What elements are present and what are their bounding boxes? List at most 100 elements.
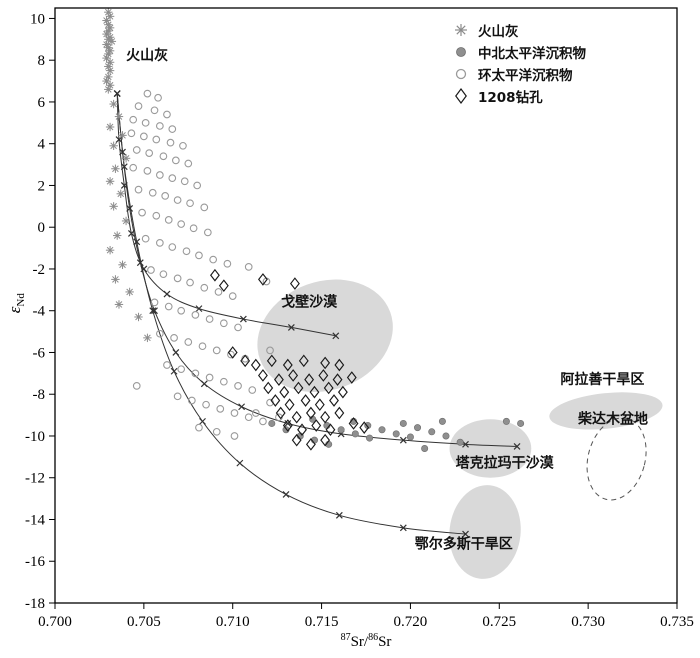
data-point	[173, 196, 182, 204]
x-tick-label: 0.710	[216, 614, 250, 630]
data-point	[428, 428, 436, 436]
data-point	[228, 292, 237, 300]
data-point	[164, 302, 173, 311]
region-label-gobi-desert: 戈壁沙漠	[281, 294, 338, 311]
data-point	[502, 417, 510, 425]
data-point	[168, 125, 177, 133]
x-tick-label: 0.700	[38, 614, 72, 630]
data-point	[200, 203, 209, 212]
data-point	[145, 149, 154, 157]
data-point	[111, 275, 120, 284]
region-qaidam-basin	[586, 417, 647, 501]
data-point	[134, 185, 143, 194]
data-point	[311, 419, 322, 432]
y-tick-label: 4	[38, 137, 46, 153]
y-tick-label: -10	[25, 429, 45, 445]
y-tick-label: -4	[33, 304, 46, 320]
data-point	[223, 259, 232, 268]
data-point	[337, 426, 345, 434]
data-point	[346, 371, 357, 384]
data-point	[152, 135, 161, 144]
series-volcanic-ash	[102, 7, 152, 343]
data-point	[161, 192, 170, 200]
data-point	[109, 99, 118, 109]
data-point	[118, 260, 127, 269]
data-point	[205, 373, 214, 382]
data-point	[270, 394, 281, 407]
data-point	[140, 132, 148, 141]
data-point	[152, 211, 161, 220]
data-point	[218, 279, 229, 293]
data-point	[329, 394, 339, 407]
plot-frame	[54, 7, 678, 604]
data-point	[309, 385, 320, 399]
data-point	[147, 266, 155, 274]
y-tick-label: -8	[33, 387, 46, 403]
data-point	[234, 382, 242, 390]
data-point	[282, 419, 293, 432]
data-point	[129, 115, 138, 124]
data-point	[366, 434, 374, 442]
data-point	[351, 430, 359, 438]
region-label-taklamakan-desert: 塔克拉玛干沙漠	[456, 454, 555, 471]
data-point	[180, 177, 189, 186]
data-point	[212, 427, 221, 436]
data-point	[114, 300, 124, 309]
data-point	[189, 224, 198, 233]
region-label-qaidam-basin: 柴达木盆地	[577, 410, 648, 427]
data-point	[186, 199, 194, 208]
data-point	[156, 329, 164, 338]
data-point	[118, 131, 127, 140]
data-point	[263, 381, 274, 395]
data-point	[250, 358, 261, 372]
data-point	[179, 141, 187, 150]
data-point	[148, 188, 157, 197]
data-point	[164, 216, 173, 224]
region-label-ordos-arid: 鄂尔多斯干旱区	[415, 536, 513, 553]
y-tick-label: -16	[25, 554, 45, 570]
data-point	[143, 89, 152, 98]
data-point	[251, 409, 260, 417]
x-tick-label: 0.735	[660, 614, 694, 630]
x-tick-label: 0.705	[127, 614, 161, 630]
data-point	[195, 423, 203, 432]
data-point	[156, 171, 164, 179]
data-point	[421, 445, 429, 453]
data-point	[298, 354, 309, 368]
data-point	[297, 423, 307, 437]
data-point	[154, 93, 162, 102]
legend-label: 中北太平洋沉积物	[478, 46, 586, 62]
data-point	[159, 270, 168, 279]
data-point	[216, 404, 225, 413]
data-point	[293, 381, 304, 395]
series-site-1208	[210, 268, 370, 451]
data-point	[438, 417, 446, 425]
legend-label: 火山灰	[478, 24, 519, 40]
legend-label: 环太平洋沉积物	[478, 68, 573, 84]
y-tick-label: 2	[38, 178, 46, 194]
data-point	[166, 138, 175, 147]
data-point	[227, 346, 238, 359]
data-point	[300, 394, 311, 407]
y-tick-label: -2	[33, 262, 46, 278]
data-point	[143, 166, 152, 175]
data-point	[141, 118, 150, 127]
data-point	[332, 373, 343, 386]
x-tick-label: 0.730	[571, 614, 605, 630]
region-label-alashan-arid: 阿拉善干旱区	[560, 371, 644, 388]
data-point	[170, 334, 178, 342]
data-point	[323, 381, 334, 395]
data-point	[230, 432, 239, 440]
data-point	[442, 432, 450, 440]
data-point	[121, 154, 131, 163]
y-tick-label: -18	[25, 596, 45, 612]
data-point	[210, 268, 220, 282]
data-point	[156, 239, 164, 247]
data-point	[406, 433, 414, 441]
data-point	[257, 273, 268, 286]
data-point	[212, 346, 221, 355]
data-point	[150, 106, 159, 115]
data-point	[268, 419, 276, 427]
data-point	[132, 382, 141, 390]
data-point	[177, 306, 186, 315]
